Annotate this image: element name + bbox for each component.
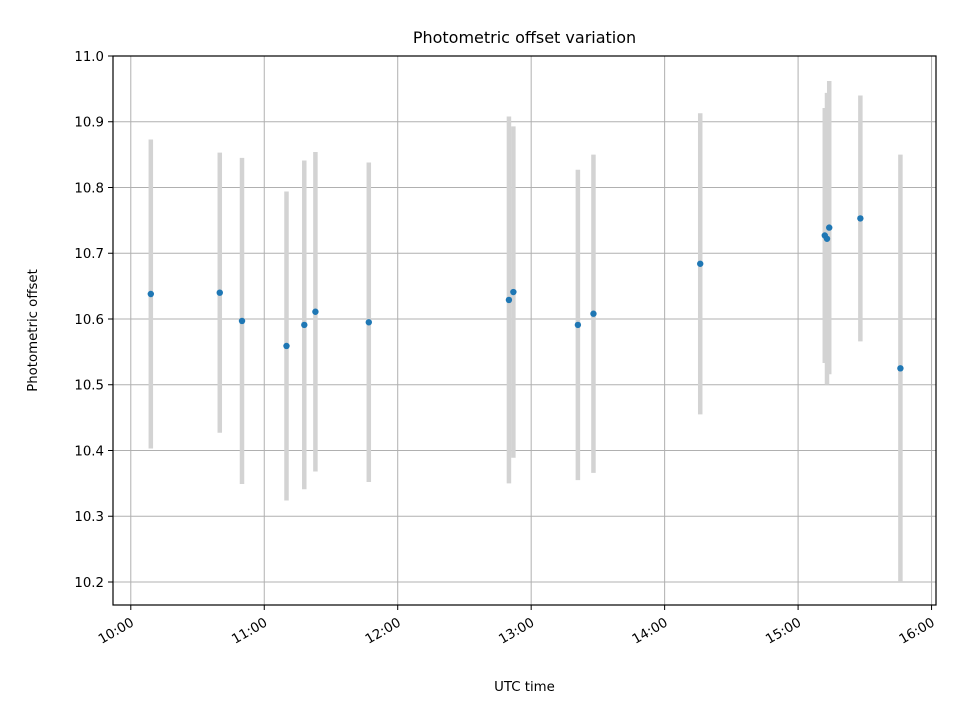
data-point bbox=[590, 310, 597, 317]
y-tick-label: 10.9 bbox=[74, 116, 104, 131]
data-point bbox=[510, 288, 517, 296]
y-tick-label: 10.5 bbox=[74, 379, 104, 394]
y-tick-layer: 10.2 10.3 10.4 10.5 10.6 10.7 10.8 10.9 11.0 bbox=[74, 50, 113, 591]
y-tick-label: 10.7 bbox=[74, 247, 104, 262]
data-point bbox=[365, 319, 372, 326]
y-axis-label: Photometric offset bbox=[26, 269, 41, 392]
grid-layer bbox=[113, 55, 936, 605]
data-point bbox=[216, 289, 223, 296]
data-point bbox=[697, 260, 704, 267]
data-point bbox=[823, 235, 831, 242]
data-point bbox=[147, 290, 155, 298]
data-point bbox=[897, 365, 904, 372]
y-tick-label: 11.0 bbox=[74, 50, 104, 65]
x-axis-label: UTC time bbox=[494, 680, 555, 695]
point-layer bbox=[147, 215, 904, 372]
data-point bbox=[505, 296, 513, 304]
data-point bbox=[301, 321, 308, 329]
data-point bbox=[283, 342, 290, 350]
data-point bbox=[857, 215, 864, 222]
data-point bbox=[238, 317, 246, 325]
y-tick-label: 10.2 bbox=[74, 576, 104, 591]
plot-frame bbox=[112, 55, 937, 606]
data-point bbox=[312, 308, 319, 315]
chart-title: Photometric offset variation bbox=[413, 28, 636, 47]
y-tick-label: 10.6 bbox=[74, 313, 104, 328]
y-tick-label: 10.4 bbox=[74, 444, 104, 459]
y-tick-label: 10.3 bbox=[74, 510, 104, 525]
data-point bbox=[826, 224, 833, 231]
y-tick-label: 10.8 bbox=[74, 181, 104, 196]
data-point bbox=[574, 321, 582, 329]
